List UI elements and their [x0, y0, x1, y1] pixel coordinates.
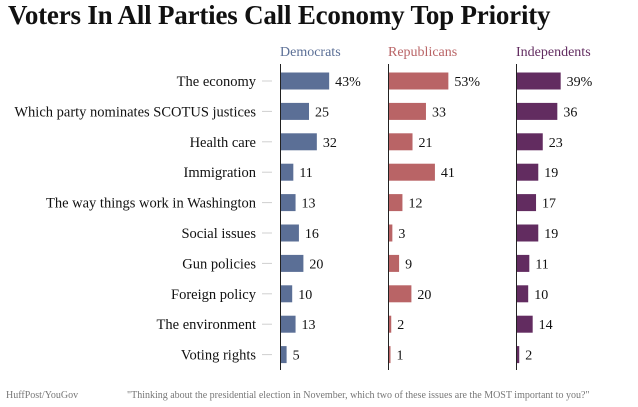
value-label-independents-health-care: 23 [549, 136, 563, 151]
bar-republicans-gun-policies [389, 254, 400, 272]
series-header-independents: Independents [516, 45, 591, 60]
value-label-republicans-the-economy: 53% [454, 75, 480, 90]
bar-democrats-the-way-things-work-in-washington [281, 194, 296, 212]
value-label-independents-the-economy: 39% [567, 75, 593, 90]
value-label-democrats-the-economy: 43% [335, 75, 361, 90]
category-label-the-economy: The economy [177, 74, 257, 90]
survey-question: "Thinking about the presidential electio… [127, 390, 590, 401]
value-label-democrats-foreign-policy: 10 [298, 288, 312, 303]
value-label-democrats-the-environment: 13 [302, 318, 316, 333]
bar-republicans-foreign-policy [389, 285, 412, 303]
value-label-independents-the-environment: 14 [539, 318, 553, 333]
bar-democrats-gun-policies [281, 254, 304, 272]
bar-republicans-which-party-nominates-scotus-justices [389, 102, 426, 120]
value-label-independents-voting-rights: 2 [525, 349, 532, 364]
category-label-gun-policies: Gun policies [182, 256, 256, 272]
bar-democrats-social-issues [281, 224, 299, 242]
bar-independents-immigration [517, 163, 539, 181]
value-label-republicans-the-way-things-work-in-washington: 12 [408, 197, 422, 212]
bar-independents-gun-policies [517, 254, 530, 272]
series-header-republicans: Republicans [388, 45, 457, 60]
value-label-independents-foreign-policy: 10 [534, 288, 548, 303]
category-label-which-party-nominates-scotus-justices: Which party nominates SCOTUS justices [14, 104, 256, 120]
value-label-democrats-the-way-things-work-in-washington: 13 [302, 197, 316, 212]
bar-independents-the-environment [517, 315, 533, 333]
bar-democrats-health-care [281, 133, 317, 151]
bar-republicans-health-care [389, 133, 413, 151]
value-label-independents-immigration: 19 [544, 166, 558, 181]
source-credit: HuffPost/YouGov [6, 390, 79, 401]
category-label-the-environment: The environment [157, 317, 256, 333]
value-label-democrats-gun-policies: 20 [309, 257, 323, 272]
value-label-republicans-the-environment: 2 [397, 318, 404, 333]
value-label-democrats-voting-rights: 5 [293, 349, 300, 364]
bar-democrats-the-environment [281, 315, 296, 333]
bar-republicans-social-issues [389, 224, 393, 242]
value-label-democrats-immigration: 11 [299, 166, 312, 181]
bar-independents-social-issues [517, 224, 539, 242]
series-header-democrats: Democrats [280, 45, 341, 60]
value-label-republicans-foreign-policy: 20 [417, 288, 431, 303]
value-label-democrats-which-party-nominates-scotus-justices: 25 [315, 105, 329, 120]
category-label-voting-rights: Voting rights [181, 348, 256, 364]
value-label-independents-social-issues: 19 [544, 227, 558, 242]
bar-independents-foreign-policy [517, 285, 529, 303]
value-label-republicans-voting-rights: 1 [397, 349, 404, 364]
value-label-democrats-health-care: 32 [323, 136, 337, 151]
category-label-the-way-things-work-in-washington: The way things work in Washington [46, 196, 257, 212]
category-label-foreign-policy: Foreign policy [171, 287, 257, 303]
value-label-independents-the-way-things-work-in-washington: 17 [542, 197, 556, 212]
bar-independents-which-party-nominates-scotus-justices [517, 102, 558, 120]
category-label-social-issues: Social issues [181, 226, 256, 242]
bar-democrats-foreign-policy [281, 285, 293, 303]
bar-independents-the-way-things-work-in-washington [517, 194, 537, 212]
value-label-democrats-social-issues: 16 [305, 227, 319, 242]
bar-independents-the-economy [517, 72, 561, 90]
value-label-independents-gun-policies: 11 [535, 257, 548, 272]
chart-title: Voters In All Parties Call Economy Top P… [8, 0, 551, 30]
bar-democrats-immigration [281, 163, 294, 181]
bar-republicans-immigration [389, 163, 435, 181]
bar-democrats-the-economy [281, 72, 330, 90]
bar-republicans-voting-rights [389, 346, 391, 364]
category-label-immigration: Immigration [184, 165, 257, 181]
bar-republicans-the-economy [389, 72, 449, 90]
category-label-health-care: Health care [190, 135, 256, 151]
bar-democrats-voting-rights [281, 346, 287, 364]
value-label-republicans-which-party-nominates-scotus-justices: 33 [432, 105, 446, 120]
bar-independents-voting-rights [517, 346, 520, 364]
value-label-independents-which-party-nominates-scotus-justices: 36 [563, 105, 577, 120]
value-label-republicans-social-issues: 3 [398, 227, 405, 242]
bar-democrats-which-party-nominates-scotus-justices [281, 102, 309, 120]
bar-independents-health-care [517, 133, 543, 151]
value-label-republicans-immigration: 41 [441, 166, 455, 181]
bar-republicans-the-environment [389, 315, 392, 333]
bar-republicans-the-way-things-work-in-washington [389, 194, 403, 212]
value-label-republicans-gun-policies: 9 [405, 257, 412, 272]
value-label-republicans-health-care: 21 [419, 136, 433, 151]
